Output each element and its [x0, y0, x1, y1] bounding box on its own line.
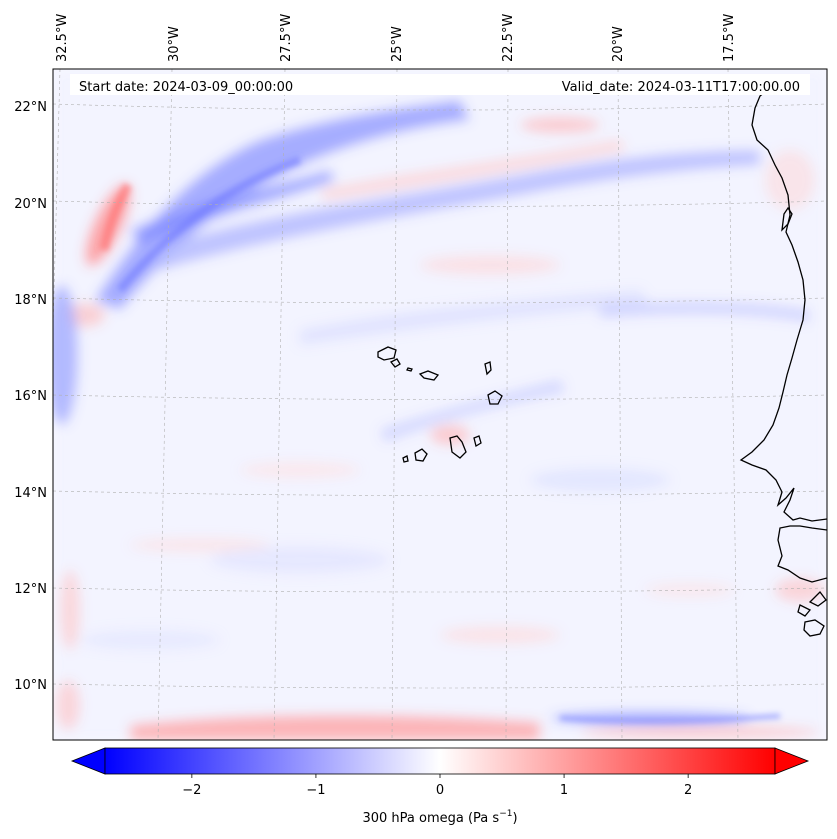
lon-label: 22.5°W	[501, 14, 516, 62]
santiago-island	[449, 435, 467, 459]
lon-label: 27.5°W	[279, 14, 294, 62]
colorbar-extend-max	[774, 747, 810, 775]
lon-label: 32.5°W	[55, 14, 70, 62]
sal-island	[484, 361, 492, 376]
colorbar-tick-label: −1	[306, 783, 325, 798]
colorbar-tick-label: 0	[436, 783, 444, 798]
boa-vista-island	[487, 390, 503, 405]
colorbar-tick-label: −2	[182, 783, 201, 798]
lat-label: 18°N	[14, 293, 47, 308]
brava-island	[402, 455, 409, 463]
lat-labels: 22°N 20°N 18°N 16°N 14°N 12°N 10°N	[14, 100, 47, 693]
map-area[interactable]: Start date: 2024-03-09_00:00:00 Valid_da…	[42, 68, 828, 741]
start-date-label: Start date: 2024-03-09_00:00:00	[79, 80, 293, 95]
lat-label: 12°N	[14, 582, 47, 597]
omega-field	[53, 69, 827, 740]
lon-label: 20°W	[611, 26, 626, 62]
maio-island	[473, 435, 482, 448]
santa-luzia-island	[406, 367, 413, 372]
colorbar-label: 300 hPa omega (Pa s−1)	[362, 809, 517, 826]
lon-label: 30°W	[167, 26, 182, 62]
gridlines	[53, 69, 827, 740]
lon-label: 17.5°W	[722, 14, 737, 62]
colorbar-tick-label: 1	[560, 783, 568, 798]
fogo-island	[414, 448, 428, 462]
lat-label: 20°N	[14, 197, 47, 212]
lon-labels: 32.5°W 30°W 27.5°W 25°W 22.5°W 20°W 17.5…	[55, 14, 737, 62]
sao-vicente-island	[389, 358, 401, 368]
lon-label: 25°W	[390, 26, 405, 62]
lat-label: 16°N	[14, 389, 47, 404]
colorbar-tick-label: 2	[684, 783, 692, 798]
colorbar-extend-min	[70, 747, 106, 775]
map-frame	[52, 68, 828, 741]
coastlines	[377, 87, 827, 637]
santo-antao-island	[377, 346, 397, 361]
lat-label: 10°N	[14, 678, 47, 693]
valid-date-label: Valid_date: 2024-03-11T17:00:00.00	[562, 80, 800, 95]
colorbar-gradient	[104, 747, 776, 775]
africa-coastline	[739, 87, 827, 522]
lat-label: 14°N	[14, 486, 47, 501]
date-header-bg	[70, 74, 810, 95]
lat-label: 22°N	[14, 100, 47, 115]
colorbar: −2 −1 0 1 2 300 hPa omega (Pa s−1)	[70, 747, 810, 826]
sao-nicolau-island	[418, 370, 440, 381]
